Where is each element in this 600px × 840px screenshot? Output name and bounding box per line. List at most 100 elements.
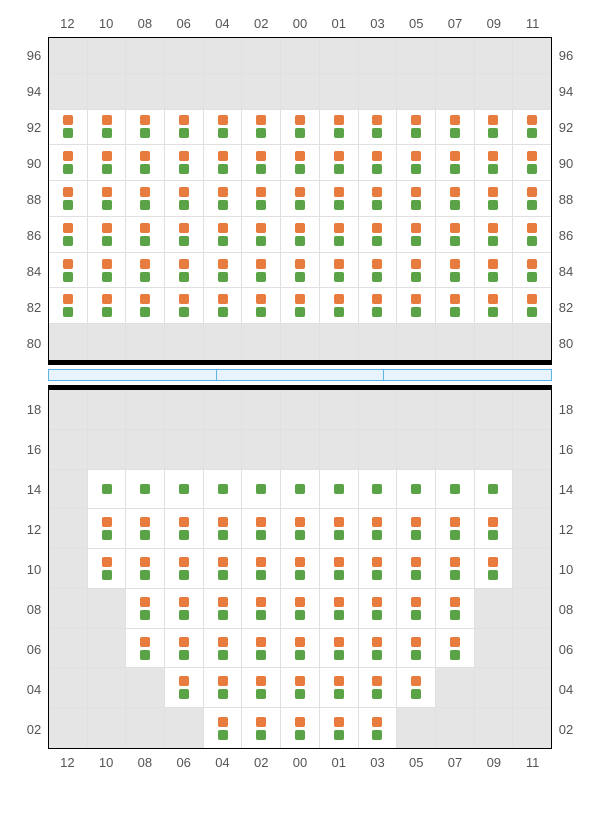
cell[interactable] — [281, 145, 320, 181]
cell[interactable] — [436, 430, 475, 470]
cell[interactable] — [204, 390, 243, 430]
cell[interactable] — [88, 110, 127, 146]
cell[interactable] — [475, 470, 514, 510]
cell[interactable] — [242, 181, 281, 217]
cell[interactable] — [320, 253, 359, 289]
cell[interactable] — [359, 110, 398, 146]
cell[interactable] — [204, 74, 243, 110]
cell[interactable] — [475, 217, 514, 253]
cell[interactable] — [88, 708, 127, 748]
cell[interactable] — [359, 253, 398, 289]
cell[interactable] — [126, 509, 165, 549]
cell[interactable] — [49, 390, 88, 430]
cell[interactable] — [242, 470, 281, 510]
cell[interactable] — [359, 181, 398, 217]
cell[interactable] — [281, 470, 320, 510]
cell[interactable] — [49, 74, 88, 110]
cell[interactable] — [281, 217, 320, 253]
cell[interactable] — [436, 181, 475, 217]
cell[interactable] — [397, 324, 436, 360]
cell[interactable] — [204, 430, 243, 470]
cell[interactable] — [436, 708, 475, 748]
cell[interactable] — [281, 708, 320, 748]
cell[interactable] — [49, 708, 88, 748]
cell[interactable] — [436, 324, 475, 360]
cell[interactable] — [49, 324, 88, 360]
cell[interactable] — [359, 589, 398, 629]
cell[interactable] — [281, 38, 320, 74]
cell[interactable] — [204, 253, 243, 289]
cell[interactable] — [475, 668, 514, 708]
cell[interactable] — [320, 549, 359, 589]
cell[interactable] — [165, 38, 204, 74]
cell[interactable] — [204, 708, 243, 748]
cell[interactable] — [49, 549, 88, 589]
cell[interactable] — [320, 509, 359, 549]
cell[interactable] — [88, 509, 127, 549]
cell[interactable] — [165, 110, 204, 146]
cell[interactable] — [126, 629, 165, 669]
cell[interactable] — [88, 181, 127, 217]
cell[interactable] — [436, 509, 475, 549]
cell[interactable] — [436, 629, 475, 669]
cell[interactable] — [359, 38, 398, 74]
cell[interactable] — [281, 390, 320, 430]
cell[interactable] — [436, 253, 475, 289]
cell[interactable] — [165, 390, 204, 430]
cell[interactable] — [88, 430, 127, 470]
cell[interactable] — [88, 668, 127, 708]
cell[interactable] — [281, 288, 320, 324]
cell[interactable] — [513, 74, 551, 110]
cell[interactable] — [88, 470, 127, 510]
cell[interactable] — [320, 324, 359, 360]
cell[interactable] — [513, 708, 551, 748]
cell[interactable] — [242, 145, 281, 181]
cell[interactable] — [359, 708, 398, 748]
cell[interactable] — [204, 181, 243, 217]
cell[interactable] — [88, 288, 127, 324]
cell[interactable] — [436, 145, 475, 181]
cell[interactable] — [397, 549, 436, 589]
cell[interactable] — [49, 430, 88, 470]
cell[interactable] — [165, 708, 204, 748]
cell[interactable] — [126, 38, 165, 74]
cell[interactable] — [397, 110, 436, 146]
cell[interactable] — [475, 549, 514, 589]
cell[interactable] — [320, 217, 359, 253]
cell[interactable] — [281, 324, 320, 360]
cell[interactable] — [320, 430, 359, 470]
cell[interactable] — [397, 589, 436, 629]
cell[interactable] — [397, 668, 436, 708]
cell[interactable] — [513, 288, 551, 324]
cell[interactable] — [475, 38, 514, 74]
cell[interactable] — [204, 668, 243, 708]
cell[interactable] — [281, 589, 320, 629]
cell[interactable] — [204, 470, 243, 510]
cell[interactable] — [281, 253, 320, 289]
cell[interactable] — [513, 668, 551, 708]
cell[interactable] — [513, 181, 551, 217]
cell[interactable] — [320, 288, 359, 324]
cell[interactable] — [475, 253, 514, 289]
cell[interactable] — [204, 324, 243, 360]
cell[interactable] — [126, 390, 165, 430]
cell[interactable] — [397, 74, 436, 110]
cell[interactable] — [126, 217, 165, 253]
cell[interactable] — [436, 549, 475, 589]
cell[interactable] — [126, 668, 165, 708]
cell[interactable] — [281, 509, 320, 549]
cell[interactable] — [49, 629, 88, 669]
cell[interactable] — [359, 390, 398, 430]
cell[interactable] — [242, 708, 281, 748]
cell[interactable] — [126, 430, 165, 470]
cell[interactable] — [165, 288, 204, 324]
cell[interactable] — [397, 509, 436, 549]
cell[interactable] — [204, 509, 243, 549]
cell[interactable] — [49, 181, 88, 217]
cell[interactable] — [359, 74, 398, 110]
cell[interactable] — [513, 589, 551, 629]
cell[interactable] — [513, 549, 551, 589]
cell[interactable] — [436, 74, 475, 110]
cell[interactable] — [513, 253, 551, 289]
cell[interactable] — [513, 324, 551, 360]
